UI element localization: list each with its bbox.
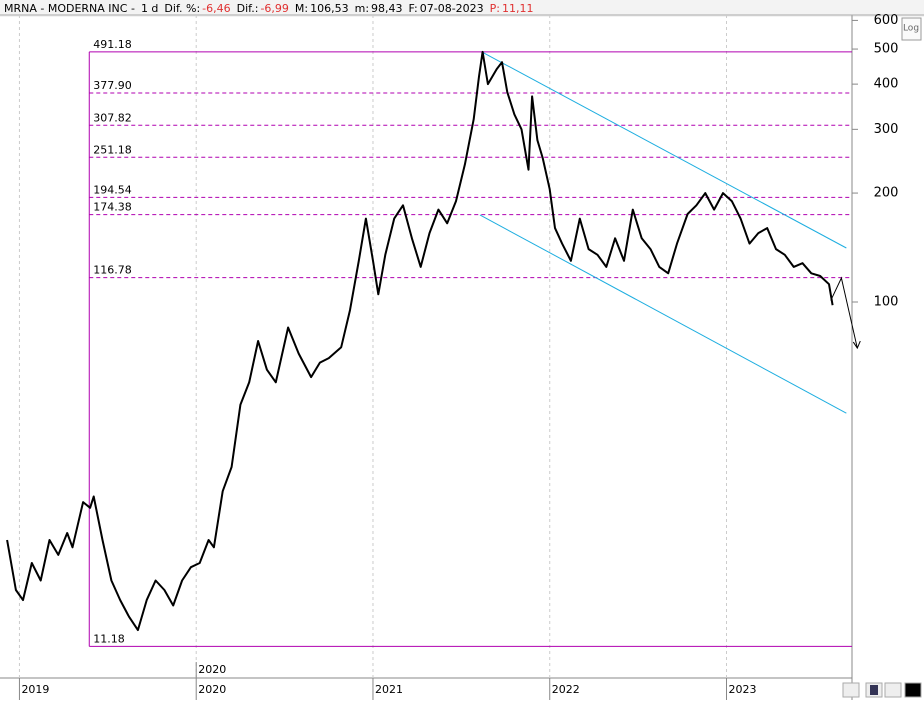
header-period: 1 d [141,2,158,15]
fib-level-label: 251.18 [93,143,132,156]
header-dif-pct: -6,46 [202,2,230,15]
y-tick-label: 300 [874,122,899,137]
pin-button[interactable] [884,682,902,698]
header-max-label: M: [295,2,308,15]
channel-line [479,214,847,414]
log-button-label[interactable]: Log [903,24,919,34]
fib-level-label: 307.82 [93,111,132,124]
channel-line [481,51,847,249]
header-text: MRNA - MODERNA INC - 1 d Dif. %: -6,46 Dif.:… [4,2,534,15]
save-icon [870,685,878,695]
header-date: 07-08-2023 [420,2,484,15]
header-date-label: F: [409,2,418,15]
fib-level-label: 11.18 [93,632,125,645]
x-tick-label: 2022 [552,683,580,696]
header-dif-pct-label: Dif. %: [164,2,200,15]
x-tick-label: 2023 [728,683,756,696]
fib-level-label: 174.38 [93,201,132,214]
fib-level-label: 116.78 [93,264,132,277]
log-button[interactable] [901,17,922,41]
x-tick-label: 2021 [375,683,403,696]
header: MRNA - MODERNA INC - 1 d Dif. %: -6,46 Dif.:… [4,2,534,15]
y-tick-label: 400 [874,77,899,92]
header-symbol: MRNA - MODERNA INC - [4,2,135,15]
fib-level-label: 491.18 [93,38,132,51]
x-tick-label: 2020 [198,683,226,696]
y-tick-label: 600 [874,13,899,28]
x-marker-label: 2020 [198,663,226,676]
projection-line [830,276,858,349]
projection-arrowhead [852,340,861,350]
icon-button[interactable] [842,682,860,698]
header-dif-label: Dif.: [237,2,259,15]
color-button[interactable] [904,682,922,698]
y-tick-label: 100 [874,294,899,309]
price-line [6,50,834,632]
x-tick-label: 2019 [21,683,49,696]
header-dif: -6,99 [260,2,288,15]
header-p-label: P: [490,2,500,15]
fib-level-label: 377.90 [93,79,132,92]
y-tick-label: 200 [874,186,899,201]
header-p: 11,11 [502,2,534,15]
header-max: 106,53 [310,2,349,15]
header-min: 98,43 [371,2,403,15]
y-tick-label: 500 [874,42,899,57]
header-min-label: m: [355,2,369,15]
header-bar [0,0,924,17]
fib-level-label: 194.54 [93,183,132,196]
